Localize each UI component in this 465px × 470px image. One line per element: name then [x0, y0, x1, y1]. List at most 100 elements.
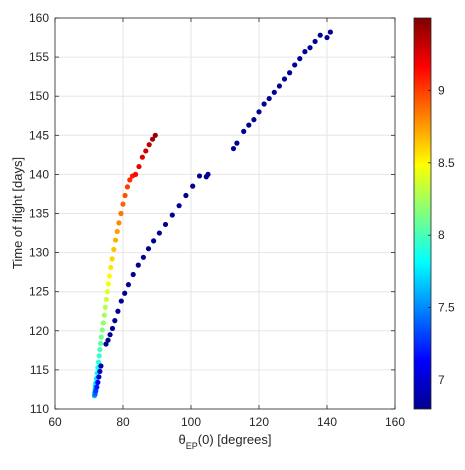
- data-point: [234, 140, 240, 146]
- colorbar-tick-label: 8: [438, 228, 445, 242]
- data-point: [102, 304, 108, 310]
- y-tick-label: 155: [29, 50, 49, 64]
- data-point: [276, 83, 282, 89]
- data-point: [307, 45, 313, 51]
- data-point: [205, 171, 211, 177]
- data-point: [169, 212, 175, 218]
- data-point: [297, 56, 303, 62]
- data-point: [116, 220, 122, 226]
- data-point: [93, 388, 99, 394]
- data-point: [114, 228, 120, 235]
- data-point: [302, 49, 308, 55]
- data-point: [317, 32, 323, 38]
- data-point: [246, 122, 252, 128]
- x-tick-label: 80: [116, 415, 130, 429]
- data-point: [162, 221, 169, 228]
- data-point: [124, 184, 131, 190]
- data-point: [115, 308, 121, 314]
- data-point: [130, 271, 136, 278]
- data-point: [96, 374, 102, 380]
- data-point: [251, 117, 257, 123]
- data-point: [122, 192, 128, 199]
- data-point: [101, 312, 107, 318]
- data-point: [190, 183, 196, 189]
- x-tick-label: 120: [249, 415, 269, 429]
- x-axis-title: θEP(0) [degrees]: [179, 432, 272, 451]
- y-tick-label: 140: [29, 167, 49, 181]
- data-point: [266, 95, 272, 102]
- x-tick-label: 140: [317, 415, 337, 429]
- data-point: [109, 325, 116, 332]
- data-point: [98, 334, 104, 340]
- y-tick-label: 110: [30, 402, 49, 416]
- colorbar-tick-label: 7: [438, 373, 445, 387]
- data-point: [122, 290, 128, 296]
- data-point: [324, 34, 330, 41]
- data-point: [271, 89, 277, 95]
- y-tick-label: 135: [29, 207, 49, 221]
- data-point: [125, 282, 132, 288]
- data-points: [91, 29, 333, 399]
- data-point: [118, 210, 124, 217]
- data-point: [230, 145, 237, 152]
- y-tick-label: 125: [29, 285, 49, 299]
- colorbar: [413, 17, 432, 410]
- data-point: [94, 384, 100, 390]
- data-point: [281, 76, 288, 82]
- data-point: [135, 262, 141, 268]
- data-point: [120, 201, 126, 207]
- y-tick-label: 120: [29, 324, 49, 338]
- data-point: [152, 132, 158, 138]
- data-point: [149, 136, 156, 142]
- data-point: [327, 29, 333, 35]
- data-point: [127, 177, 133, 183]
- data-point: [105, 281, 111, 287]
- data-point: [98, 363, 104, 369]
- data-point: [118, 298, 124, 304]
- data-point: [100, 320, 106, 326]
- data-point: [136, 163, 142, 170]
- colorbar-ticks: 7 7.5 8 8.5 9: [428, 83, 455, 387]
- x-tick-label: 160: [385, 415, 405, 429]
- data-point: [139, 154, 145, 160]
- data-point: [183, 192, 189, 199]
- x-axis-ticks: 60 80 100 120 140 160: [48, 18, 405, 429]
- y-tick-label: 130: [29, 246, 49, 260]
- data-point: [106, 273, 112, 279]
- data-point: [146, 142, 152, 148]
- data-point: [95, 379, 101, 386]
- y-axis-title: Time of flight [days]: [10, 157, 25, 269]
- y-tick-label: 115: [30, 363, 49, 377]
- data-point: [292, 62, 298, 68]
- data-point: [108, 264, 114, 271]
- data-point: [140, 254, 146, 260]
- data-point: [97, 346, 103, 353]
- data-point: [103, 341, 109, 347]
- data-point: [104, 289, 110, 295]
- y-tick-label: 150: [29, 89, 49, 103]
- data-point: [105, 337, 111, 343]
- data-point: [99, 327, 105, 333]
- colorbar-tick-label: 8.5: [438, 156, 455, 170]
- data-point: [95, 359, 102, 365]
- data-point: [111, 246, 117, 253]
- colorbar-tick-label: 9: [438, 83, 445, 97]
- y-tick-label: 145: [29, 128, 49, 142]
- data-point: [176, 203, 182, 209]
- data-point: [256, 109, 262, 115]
- y-tick-label: 160: [29, 11, 49, 25]
- data-point: [103, 296, 109, 303]
- x-tick-label: 100: [181, 415, 201, 429]
- data-point: [312, 38, 318, 45]
- data-point: [107, 332, 113, 338]
- data-point: [97, 368, 103, 375]
- data-point: [112, 318, 118, 324]
- data-point: [287, 70, 293, 76]
- data-point: [96, 353, 102, 359]
- colorbar-tick-label: 7.5: [438, 301, 455, 315]
- data-point: [132, 171, 139, 177]
- data-point: [196, 173, 203, 179]
- data-point: [241, 128, 247, 134]
- data-point: [261, 101, 267, 107]
